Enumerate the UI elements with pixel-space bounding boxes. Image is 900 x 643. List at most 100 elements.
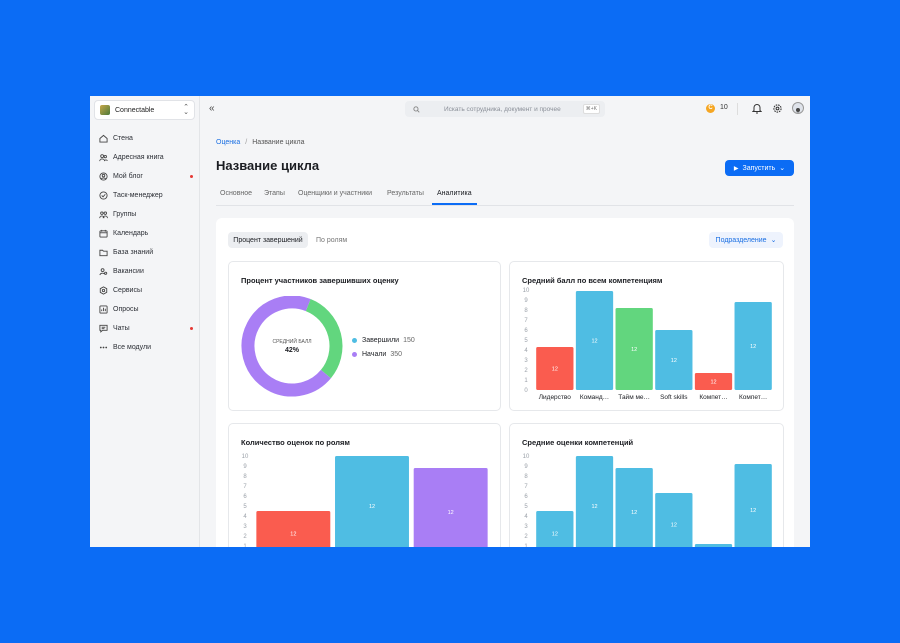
search-input[interactable]: Искать сотрудника, документ и прочее ⌘+K — [405, 101, 605, 117]
bar[interactable] — [536, 347, 574, 390]
x-tick-label: Тайм ме… — [618, 393, 650, 401]
donut-slice — [305, 299, 343, 379]
bar[interactable] — [575, 456, 614, 547]
segment-completion[interactable]: Процент завершений — [228, 232, 308, 248]
bar[interactable] — [256, 511, 331, 547]
x-tick-label: Компет… — [699, 394, 727, 401]
user-icon — [796, 108, 800, 113]
chevron-updown-icon: ⌃ ⌄ — [183, 104, 189, 116]
bar[interactable] — [536, 511, 574, 547]
breadcrumb-current: Название цикла — [252, 139, 305, 146]
check-circle-icon — [99, 191, 108, 200]
legend-item-completed: Завершили 150 — [352, 337, 415, 344]
run-button[interactable]: ▶ Запустить ⌄ — [725, 160, 794, 176]
bar[interactable] — [615, 308, 653, 390]
y-tick-label: 1 — [524, 378, 528, 384]
bar[interactable] — [694, 373, 733, 390]
x-tick-label: Soft skills — [660, 394, 688, 401]
sidebar-item[interactable]: Таск-менеджер — [90, 186, 199, 205]
bar-data-label: 12 — [290, 532, 296, 538]
sidebar-item[interactable]: Группы — [90, 205, 199, 224]
home-icon — [99, 134, 108, 143]
sidebar-item[interactable]: Все модули — [90, 338, 199, 357]
sidebar-item-label: База знаний — [113, 249, 154, 256]
more-icon — [99, 346, 108, 349]
bar[interactable] — [655, 493, 693, 547]
play-icon: ▶ — [733, 165, 739, 172]
sidebar-item[interactable]: Календарь — [90, 224, 199, 243]
tab-stages[interactable]: Этапы — [264, 190, 285, 197]
sidebar-item[interactable]: Мой блог — [90, 167, 199, 186]
y-tick-label: 8 — [524, 474, 528, 480]
y-tick-label: 9 — [243, 464, 247, 470]
bar-data-label: 12 — [591, 504, 597, 510]
tab-evaluators[interactable]: Оценщики и участники — [298, 190, 373, 197]
y-tick-label: 10 — [242, 454, 249, 460]
chat-icon — [99, 324, 108, 333]
sidebar-item-label: Вакансии — [113, 268, 144, 275]
bar-data-label: 12 — [750, 508, 756, 514]
bar[interactable] — [694, 544, 733, 547]
sidebar-item[interactable]: Чаты — [90, 319, 199, 338]
bar[interactable] — [615, 468, 653, 547]
y-tick-label: 5 — [524, 504, 528, 510]
ratings-by-role-card: Количество оценок по ролям 1 2 3 4 5 6 7 8 9 10 12… — [228, 423, 501, 547]
sidebar-item[interactable]: Вакансии — [90, 262, 199, 281]
y-tick-label: 7 — [524, 484, 528, 490]
sidebar-item[interactable]: Стена — [90, 129, 199, 148]
coin-balance[interactable]: 10 — [720, 104, 728, 111]
bar[interactable] — [575, 291, 614, 390]
run-button-label: Запустить — [742, 164, 776, 172]
donut-chart — [241, 296, 343, 397]
legend-value: 350 — [390, 351, 403, 358]
bar-data-label: 12 — [552, 532, 558, 538]
bar[interactable] — [655, 330, 693, 390]
tab-results[interactable]: Результаты — [387, 190, 424, 197]
legend-label: Завершили — [362, 337, 400, 344]
department-label: Подразделение — [715, 236, 767, 244]
collapse-sidebar-icon[interactable]: « — [209, 103, 215, 114]
bar[interactable] — [734, 464, 772, 547]
sidebar-item[interactable]: База знаний — [90, 243, 199, 262]
y-tick-label: 5 — [243, 504, 247, 510]
breadcrumb-link[interactable]: Оценка — [216, 139, 241, 146]
bar-data-label: 12 — [591, 339, 597, 345]
notification-dot — [190, 175, 193, 178]
y-tick-label: 1 — [524, 544, 528, 547]
sidebar-item[interactable]: Опросы — [90, 300, 199, 319]
y-tick-label: 3 — [243, 524, 247, 530]
sidebar: Connectable ⌃ ⌄ Стена Адресная книга Мой бл… — [90, 96, 200, 547]
y-tick-label: 7 — [524, 318, 528, 324]
department-dropdown[interactable]: Подразделение ⌄ — [709, 232, 783, 248]
gear-icon[interactable] — [772, 103, 783, 114]
bar[interactable] — [413, 468, 488, 547]
donut-slice — [241, 296, 331, 397]
workspace-logo — [100, 105, 110, 115]
breadcrumb-separator: / — [245, 139, 248, 146]
sidebar-item-label: Чаты — [113, 325, 130, 332]
y-tick-label: 6 — [243, 494, 247, 500]
sidebar-item[interactable]: Адресная книга — [90, 148, 199, 167]
bar[interactable] — [734, 302, 772, 390]
bar[interactable] — [335, 456, 409, 547]
x-tick-label: Команд… — [580, 394, 609, 401]
bar-data-label: 12 — [552, 367, 558, 373]
group-icon — [99, 211, 108, 219]
app-window: Connectable ⌃ ⌄ Стена Адресная книга Мой бл… — [90, 96, 810, 547]
y-tick-label: 6 — [524, 328, 528, 334]
tab-analytics[interactable]: Аналитика — [437, 190, 472, 197]
bar-data-label: 12 — [631, 510, 637, 516]
poll-icon — [99, 305, 108, 314]
tab-main[interactable]: Основное — [220, 190, 253, 197]
y-tick-label: 4 — [524, 348, 528, 354]
bell-icon[interactable] — [752, 103, 762, 114]
segment-by-role[interactable]: По ролям — [316, 236, 348, 244]
workspace-switcher[interactable]: Connectable ⌃ ⌄ — [94, 100, 195, 120]
sidebar-item[interactable]: Сервисы — [90, 281, 199, 300]
y-tick-label: 3 — [524, 524, 528, 530]
avatar[interactable] — [792, 102, 804, 114]
sidebar-nav: Стена Адресная книга Мой блог Таск-менеджер… — [90, 129, 199, 357]
active-tab-indicator — [432, 203, 477, 205]
bar-data-label: 12 — [710, 380, 716, 386]
